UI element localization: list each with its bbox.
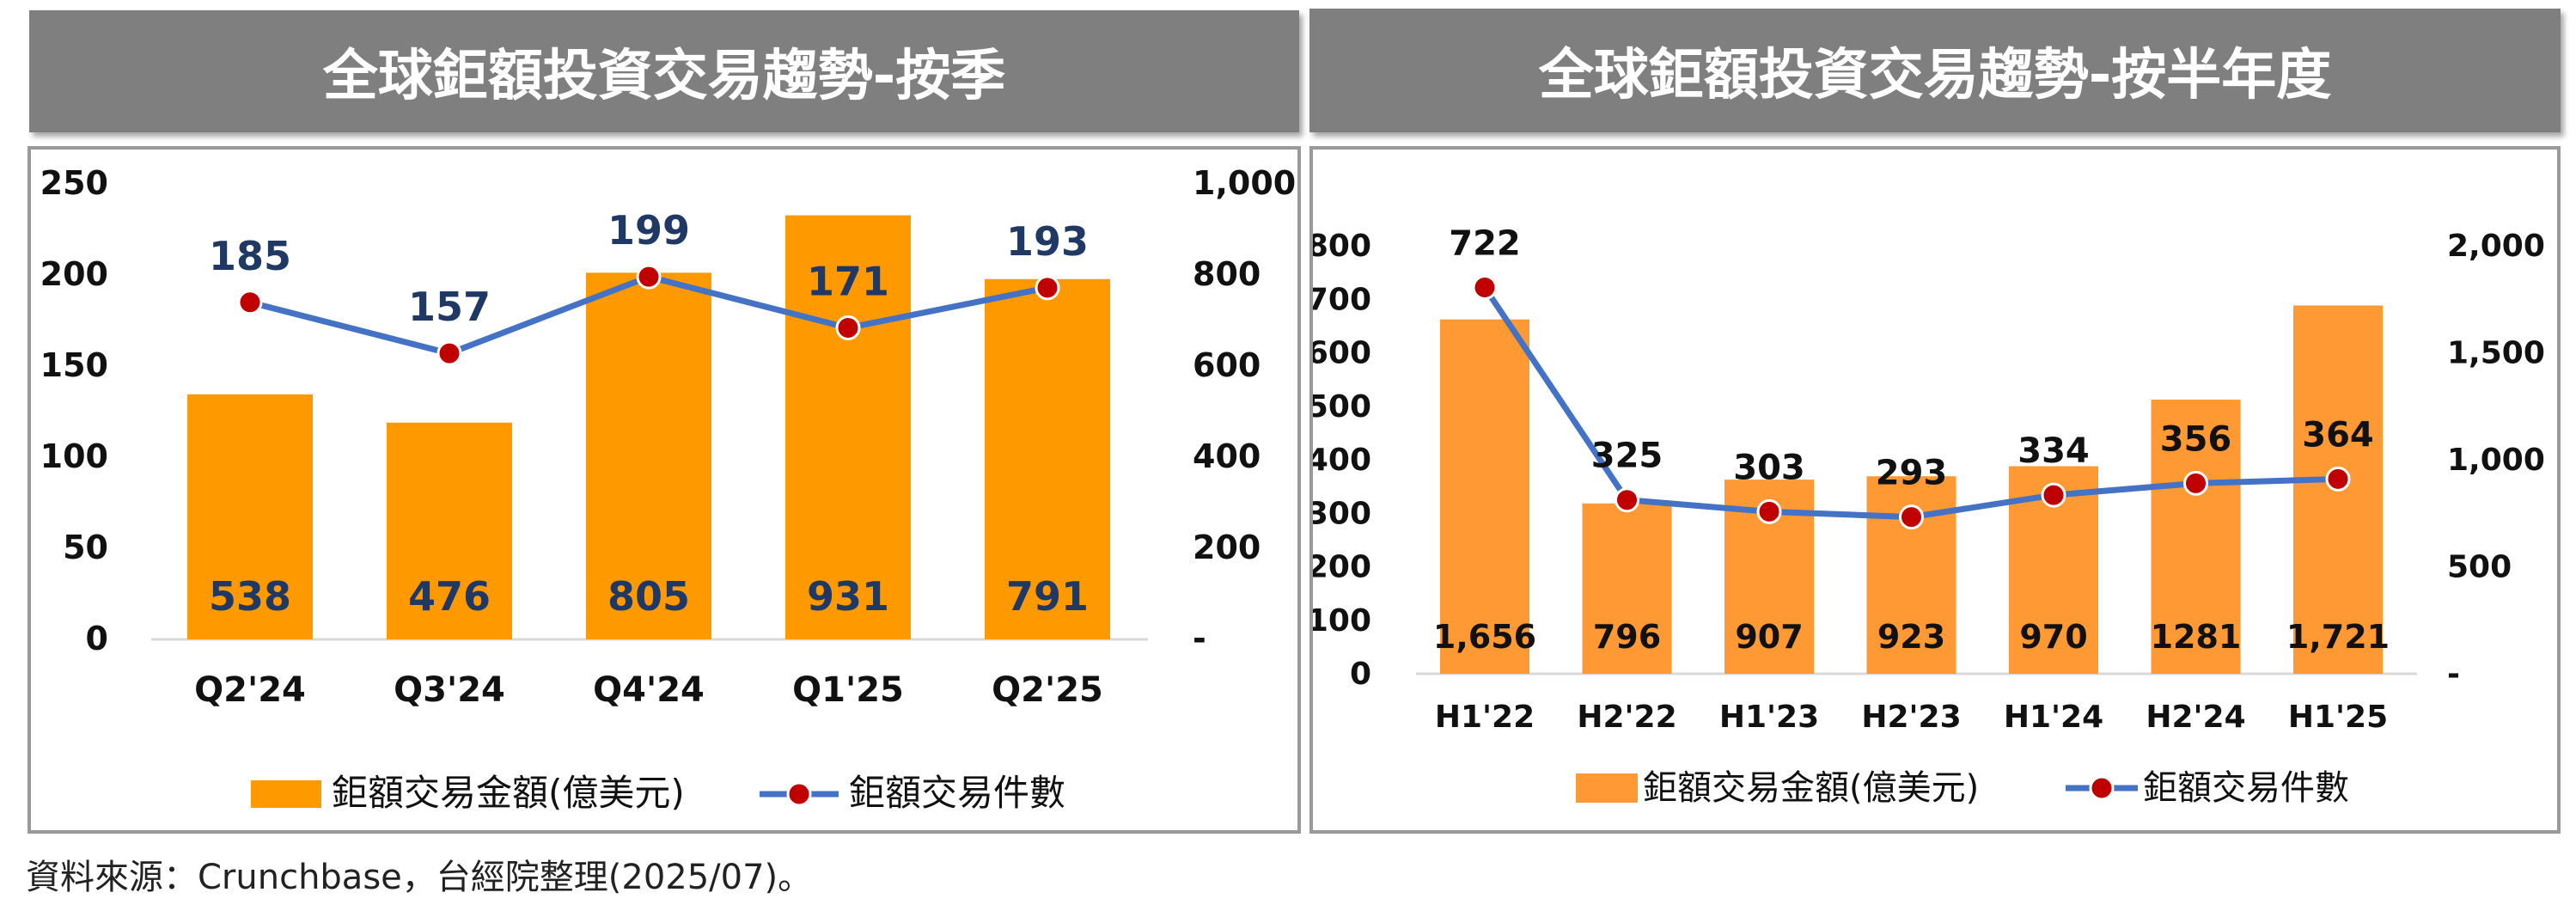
- half-year-chart-panel: 800 700 600 500 400 300 200 100 0 2,000 1,500 1,000…: [1307, 146, 2561, 834]
- legend-bar-label: 鉅額交易金額(億美元): [1643, 768, 1979, 808]
- legend-line-label: 鉅額交易件數: [2143, 768, 2349, 808]
- y-left-tick-label: 300: [1313, 496, 1371, 531]
- line-data-label: 185: [209, 233, 291, 279]
- line-point: [1472, 275, 1498, 301]
- line-data-label: 157: [408, 284, 491, 330]
- line-point: [1035, 275, 1060, 301]
- quarterly-chart: 250 200 150 100 50 0 1,000 800 600 400 200 - 538 Q2'2…: [40, 164, 1297, 814]
- y-left-tick-label: 600: [1313, 336, 1371, 371]
- bar-data-label: 805: [607, 573, 690, 620]
- x-tick-label: Q2'25: [992, 670, 1103, 710]
- bar-data-label: 1,721: [2286, 618, 2390, 656]
- bar: [785, 215, 911, 639]
- line-point: [2041, 482, 2066, 508]
- line-data-label: 325: [1591, 437, 1663, 476]
- legend-bar-label: 鉅額交易金額(億美元): [332, 772, 685, 814]
- bar: [387, 422, 512, 639]
- x-tick-label: Q4'24: [593, 670, 705, 710]
- y-right-tick-label: 2,000: [2447, 229, 2545, 264]
- x-tick-label: Q2'24: [194, 670, 306, 710]
- y-left-tick-label: 100: [40, 437, 108, 475]
- line-data-label: 364: [2302, 415, 2374, 455]
- bar: [1440, 319, 1529, 674]
- y-left-tick-label: 100: [1313, 603, 1371, 639]
- line-data-label: 199: [607, 207, 690, 254]
- bar-data-label: 931: [807, 573, 889, 620]
- y-left-tick-label: 800: [1313, 229, 1371, 264]
- x-tick-label: H1'25: [2288, 700, 2388, 735]
- line-point: [2325, 466, 2351, 492]
- bar: [187, 394, 313, 639]
- bar-data-label: 476: [408, 573, 491, 620]
- x-tick-label: H1'22: [1435, 700, 1535, 735]
- bar-data-label: 1281: [2151, 618, 2242, 656]
- y-right-tick-label: 1,000: [1193, 164, 1296, 202]
- line-data-label: 293: [1876, 454, 1948, 493]
- y-right-tick-label: 1,000: [2447, 443, 2545, 478]
- line-point: [237, 290, 263, 315]
- y-right-tick-label: 1,500: [2447, 336, 2545, 371]
- y-right-tick-label: 200: [1193, 529, 1261, 566]
- y-right-tick-label: -: [1193, 620, 1206, 657]
- y-left-tick-label: 0: [1350, 657, 1371, 692]
- legend-bar-swatch: [251, 780, 321, 808]
- bar-data-label: 907: [1735, 618, 1803, 656]
- y-left-tick-label: 400: [1313, 443, 1371, 478]
- legend-bar-swatch: [1576, 773, 1638, 803]
- line-data-label: 334: [2017, 431, 2090, 471]
- line-point: [1756, 498, 1782, 524]
- line-data-label: 356: [2160, 419, 2232, 459]
- bar-data-label: 923: [1877, 618, 1945, 656]
- quarterly-chart-panel: 250 200 150 100 50 0 1,000 800 600 400 200 - 538 Q2'2…: [27, 146, 1301, 834]
- bar: [985, 278, 1110, 639]
- chart-title-quarterly: 全球鉅額投資交易趨勢-按季: [29, 10, 1299, 132]
- source-note: 資料來源：Crunchbase，台經院整理(2025/07)。: [26, 858, 813, 897]
- line-point: [1615, 487, 1639, 513]
- y-left-tick-label: 250: [40, 164, 108, 202]
- bar-data-label: 1,656: [1433, 618, 1536, 656]
- line-data-label: 722: [1449, 224, 1521, 264]
- line-data-label: 171: [807, 258, 889, 304]
- y-left-tick-label: 150: [40, 346, 108, 384]
- y-left-tick-label: 700: [1313, 282, 1371, 317]
- line-point: [1899, 504, 1924, 530]
- bar: [586, 272, 711, 639]
- y-right-tick-label: -: [2447, 657, 2460, 692]
- line-data-label: 193: [1006, 218, 1089, 265]
- y-left-tick-label: 50: [63, 529, 108, 566]
- line-point: [636, 264, 662, 290]
- bar-data-label: 791: [1006, 573, 1089, 620]
- x-tick-label: H1'23: [1719, 700, 1819, 735]
- x-tick-label: H1'24: [2004, 700, 2103, 735]
- chart-title-half-year: 全球鉅額投資交易趨勢-按半年度: [1309, 9, 2561, 132]
- x-tick-label: Q3'24: [394, 670, 505, 710]
- x-tick-label: H2'24: [2146, 700, 2245, 735]
- x-tick-label: H2'22: [1577, 700, 1676, 735]
- y-right-tick-label: 400: [1193, 437, 1261, 475]
- y-left-tick-label: 0: [86, 620, 108, 657]
- bar-data-label: 538: [209, 573, 291, 620]
- x-tick-label: H2'23: [1861, 700, 1961, 735]
- y-right-tick-label: 500: [2447, 550, 2512, 585]
- half-year-chart: 800 700 600 500 400 300 200 100 0 2,000 1,500 1,000…: [1307, 224, 2545, 808]
- y-left-tick-label: 200: [1313, 550, 1371, 585]
- bar-data-label: 796: [1593, 618, 1661, 656]
- y-left-tick-label: 500: [1313, 389, 1371, 425]
- y-right-tick-label: 800: [1193, 255, 1261, 293]
- line-point: [835, 315, 861, 340]
- x-tick-label: Q1'25: [792, 670, 904, 710]
- bar: [1582, 503, 1672, 674]
- bar: [2151, 400, 2241, 674]
- line-point: [2183, 470, 2208, 496]
- legend-line-label: 鉅額交易件數: [849, 772, 1065, 814]
- legend-line-marker: [786, 781, 812, 807]
- line-point: [436, 340, 462, 366]
- line-data-label: 303: [1733, 448, 1805, 487]
- y-right-tick-label: 600: [1193, 346, 1261, 384]
- bar-data-label: 970: [2019, 618, 2087, 656]
- legend-line-marker: [2089, 775, 2115, 801]
- y-left-tick-label: 200: [40, 255, 108, 293]
